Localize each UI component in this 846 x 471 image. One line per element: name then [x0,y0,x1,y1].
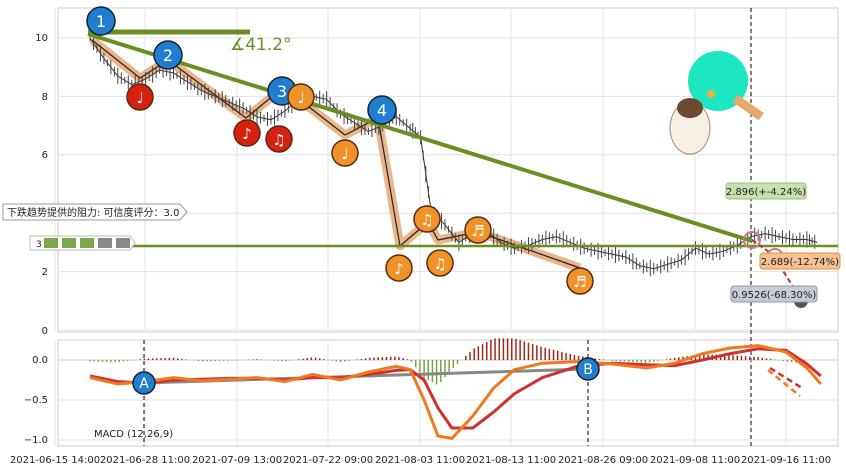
x-tick: 2021-09-08 11:00 [650,455,740,466]
marker-4: 4 [367,95,397,125]
x-tick: 2021-09-16 11:00 [741,455,831,466]
macd-title: MACD (12,26,9) [94,429,173,440]
note-icon [126,83,154,111]
note-icon [233,119,261,147]
note-glyph: ♫ [272,131,285,149]
price-label-1: 2.896(+-4.24%) [725,182,807,200]
note-glyph: ♩ [136,89,143,107]
legend-swatch [62,238,76,248]
legend-swatch [98,238,112,248]
price-label-3-text: 0.9526(-68.30%) [732,290,817,301]
legend-swatch [80,238,94,248]
macd-marker-a-label: A [139,376,149,392]
x-tick: 2021-06-15 14:00 [10,455,100,466]
note-icon [265,125,293,153]
dog-face-icon [677,98,703,118]
macd-y-tick-neg05: −0.5 [24,395,48,406]
price-label-2: 2.689(-12.74%) [759,252,841,270]
note-icon [331,139,359,167]
marker-3-label: 3 [277,82,287,101]
note-glyph: ♬ [573,273,586,291]
macd-projection-1 [767,369,801,397]
price-label-2-text: 2.689(-12.74%) [761,257,839,268]
projection-target-1 [743,231,761,249]
y-tick-10: 10 [35,33,48,44]
x-ticks: 2021-06-15 14:00 2021-06-28 11:00 2021-0… [10,455,831,466]
macd-y-tick-neg1: −1.0 [24,435,48,446]
note-markers: ♩ ♪ ♫ ♩ ♩ ♪ ♫ ♫ ♬ ♬ [126,83,594,295]
price-y-ticks: 0 2 4 6 8 10 [35,33,48,337]
note-glyph: ♪ [394,260,404,278]
legend-swatch [116,238,130,248]
price-label-1-text: 2.896(+-4.24%) [726,187,806,198]
marker-1: 1 [86,6,116,36]
y-tick-6: 6 [42,150,48,161]
mascot-illustration [669,51,764,155]
macd-marker-a: A [132,371,156,395]
y-tick-0: 0 [42,326,48,337]
trend-line-down [87,32,753,243]
paddle-icon [688,51,748,111]
macd-y-tick-0: 0.0 [32,355,48,366]
legend-swatch [44,238,58,248]
angle-label: ∡41.2° [230,35,292,55]
note-icon [464,216,492,244]
macd-y-ticks: 0.0 −0.5 −1.0 [24,355,48,446]
x-tick: 2021-06-28 11:00 [100,455,190,466]
ball-icon [707,90,715,98]
note-glyph: ♫ [433,255,446,273]
note-glyph: ♬ [471,222,484,240]
legend-strip: 3 [29,235,136,251]
macd-projection-2 [769,366,803,390]
marker-2: 2 [153,40,183,70]
note-glyph: ♪ [242,125,252,143]
y-tick-2: 2 [42,267,48,278]
x-tick: 2021-08-26 09:00 [558,455,648,466]
note-glyph: ♩ [297,89,304,107]
note-glyph: ♫ [420,211,433,229]
price-label-3: 0.9526(-68.30%) [730,285,818,303]
marker-4-label: 4 [377,101,387,120]
projection-arrow-1 [751,239,776,257]
x-tick: 2021-07-22 09:00 [283,455,373,466]
note-icon [426,249,454,277]
note-icon [287,83,315,111]
resistance-text: 下跌趋势提供的阻力: 可信度评分：3.0 [7,206,179,219]
note-icon [566,267,594,295]
note-icon [385,254,413,282]
paddle-handle-icon [732,94,764,121]
note-icon [413,205,441,233]
x-tick: 2021-08-03 11:00 [375,455,465,466]
x-tick: 2021-08-13 11:00 [466,455,556,466]
x-tick: 2021-07-09 13:00 [192,455,282,466]
macd-line [89,344,822,441]
marker-1-label: 1 [96,12,106,31]
resistance-callout: 下跌趋势提供的阻力: 可信度评分：3.0 [2,203,188,221]
marker-2-label: 2 [163,46,173,65]
y-tick-8: 8 [42,92,48,103]
note-glyph: ♩ [341,145,348,163]
macd-marker-b: B [576,357,600,381]
legend-count: 3 [36,240,42,250]
macd-marker-b-label: B [583,362,593,378]
